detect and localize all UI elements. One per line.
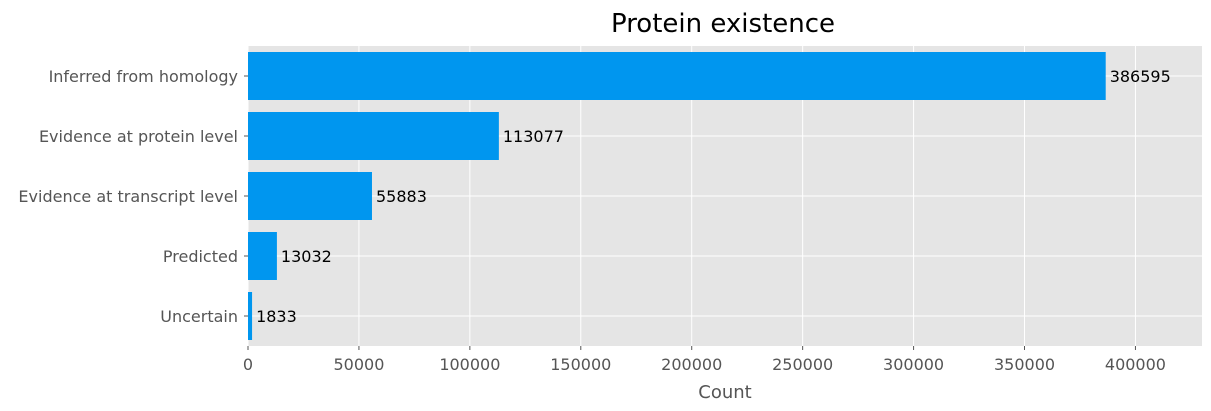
y-tick-label: Inferred from homology: [49, 67, 238, 86]
data-label: 55883: [376, 187, 427, 206]
data-label: 13032: [281, 247, 332, 266]
x-tick-label: 200000: [661, 355, 722, 374]
data-labels: 386595 113077 55883 13032 1833: [256, 67, 1171, 326]
chart-title: Protein existence: [611, 9, 835, 39]
y-tick-label: Evidence at protein level: [39, 127, 238, 146]
bar: [248, 292, 253, 340]
data-label: 386595: [1110, 67, 1171, 86]
bars: [248, 52, 1106, 340]
y-tick-label: Predicted: [163, 247, 238, 266]
x-tick-label: 300000: [883, 355, 944, 374]
x-tick-label: 100000: [439, 355, 500, 374]
x-axis-ticks: 0 50000 100000 150000 200000 250000 300000 3500…: [243, 346, 1166, 374]
bar: [248, 172, 372, 220]
bar: [248, 112, 499, 160]
x-tick-label: 150000: [550, 355, 611, 374]
x-tick-label: 350000: [994, 355, 1055, 374]
x-tick-label: 50000: [333, 355, 384, 374]
y-tick-label: Evidence at transcript level: [18, 187, 238, 206]
x-tick-label: 400000: [1105, 355, 1166, 374]
bar: [248, 52, 1106, 100]
bar: [248, 232, 277, 280]
data-label: 113077: [503, 127, 564, 146]
x-tick-label: 250000: [772, 355, 833, 374]
x-axis-label: Count: [698, 382, 751, 403]
x-tick-label: 0: [243, 355, 253, 374]
data-label: 1833: [256, 307, 297, 326]
y-tick-label: Uncertain: [160, 307, 238, 326]
y-axis-ticks: Inferred from homology Evidence at protei…: [18, 67, 248, 326]
